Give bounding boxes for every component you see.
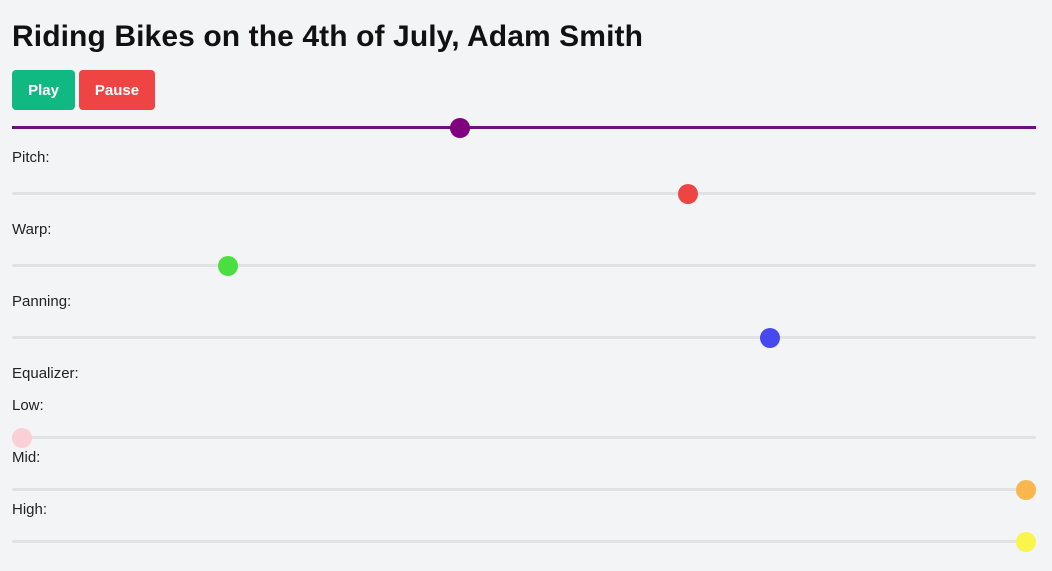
eq-high-slider-thumb[interactable] (1016, 532, 1036, 552)
eq-high-slider-track[interactable] (12, 540, 1036, 543)
play-button[interactable]: Play (12, 70, 75, 110)
eq-mid-slider-track[interactable] (12, 488, 1036, 491)
panning-label: Panning: (12, 293, 72, 310)
eq-low-label: Low: (12, 397, 44, 414)
panning-slider-track[interactable] (12, 336, 1036, 339)
panning-slider-thumb[interactable] (759, 328, 780, 348)
eq-low-slider-thumb[interactable] (12, 428, 32, 448)
eq-mid-label: Mid: (12, 449, 41, 466)
pitch-label: Pitch: (12, 149, 50, 166)
playback-progress-track[interactable] (12, 126, 1036, 129)
equalizer-heading: Equalizer: (12, 365, 79, 382)
eq-high-label: High: (12, 501, 48, 518)
pitch-slider-track[interactable] (12, 192, 1036, 195)
eq-low-slider-track[interactable] (12, 436, 1036, 439)
page-title: Riding Bikes on the 4th of July, Adam Sm… (12, 20, 644, 53)
warp-slider-thumb[interactable] (217, 256, 238, 276)
warp-slider-track[interactable] (12, 264, 1036, 267)
pause-button[interactable]: Pause (79, 70, 155, 110)
warp-label: Warp: (12, 221, 52, 238)
pitch-slider-thumb[interactable] (677, 184, 698, 204)
eq-mid-slider-thumb[interactable] (1016, 480, 1036, 500)
playback-progress-thumb[interactable] (449, 118, 470, 138)
